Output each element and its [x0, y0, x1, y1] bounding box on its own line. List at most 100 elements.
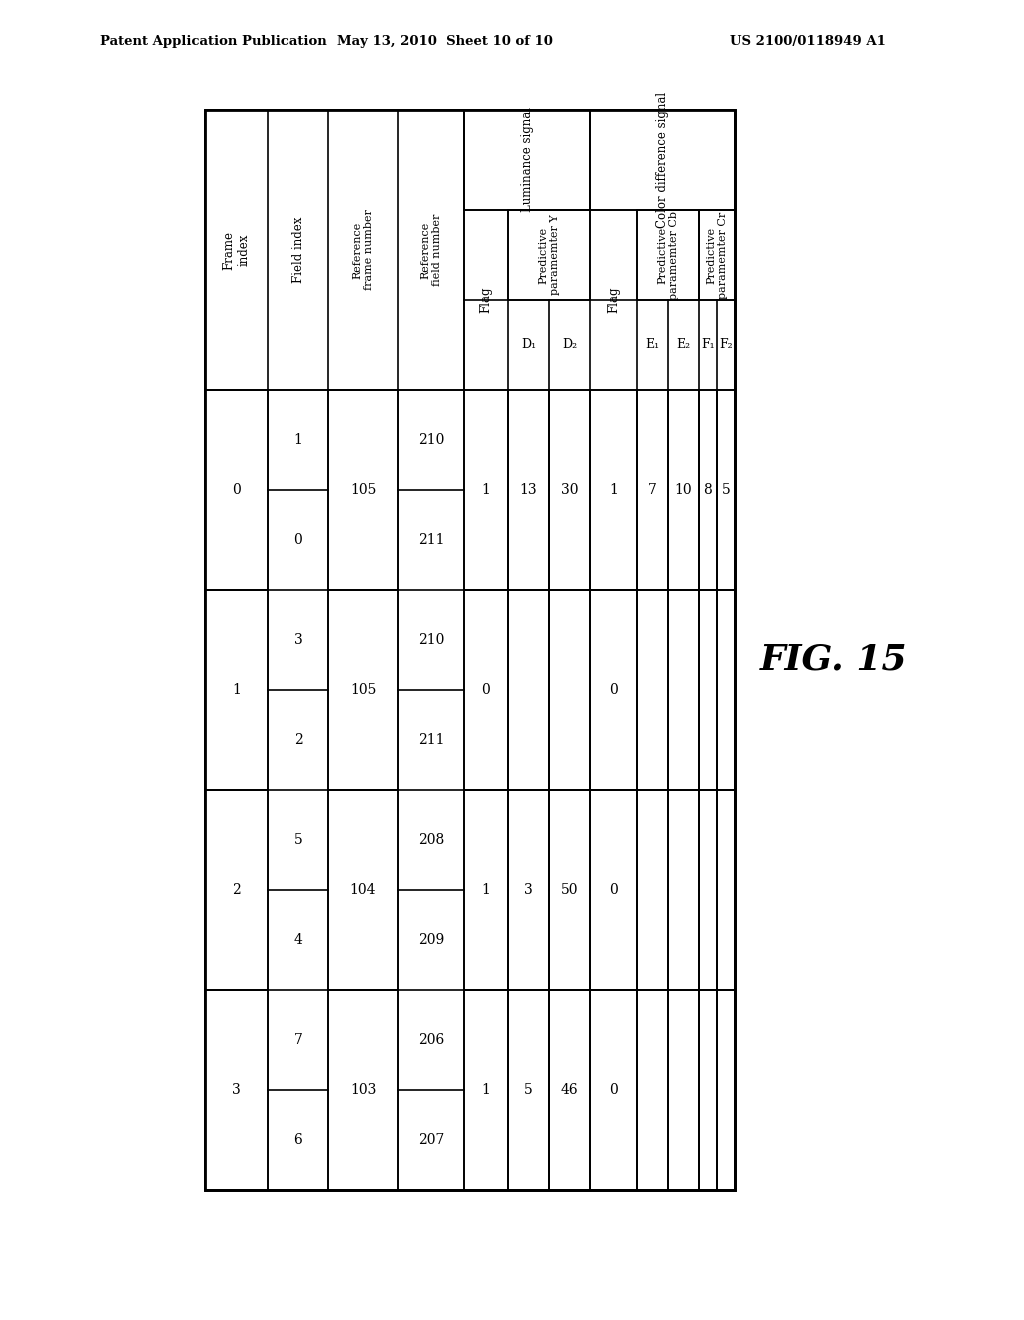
Text: 7: 7	[294, 1034, 302, 1047]
Text: 211: 211	[418, 533, 444, 546]
Bar	[699, 791, 717, 990]
Text: 1: 1	[481, 1082, 490, 1097]
Bar	[699, 391, 717, 590]
Text: Field index: Field index	[292, 216, 304, 284]
Text: Predictive
paramemter Cb: Predictive paramemter Cb	[657, 210, 679, 300]
Bar	[329, 391, 397, 590]
Bar	[205, 110, 735, 1191]
Bar	[669, 590, 698, 789]
Bar	[718, 590, 734, 789]
Bar	[591, 791, 636, 990]
Text: E₂: E₂	[677, 338, 690, 351]
Bar	[669, 791, 698, 990]
Bar	[509, 211, 590, 300]
Bar	[550, 590, 590, 789]
Text: 0: 0	[294, 533, 302, 546]
Text: 3: 3	[524, 883, 532, 898]
Bar	[329, 791, 397, 990]
Text: FIG. 15: FIG. 15	[760, 643, 907, 677]
Text: E₁: E₁	[645, 338, 659, 351]
Text: 5: 5	[294, 833, 302, 847]
Text: Reference
frame number: Reference frame number	[352, 210, 374, 290]
Text: 13: 13	[520, 483, 538, 498]
Text: 4: 4	[294, 933, 302, 946]
Bar	[206, 590, 267, 789]
Text: 1: 1	[294, 433, 302, 447]
Text: 0: 0	[481, 682, 490, 697]
Text: 50: 50	[561, 883, 579, 898]
Text: 5: 5	[722, 483, 730, 498]
Text: 2: 2	[294, 733, 302, 747]
Bar	[465, 111, 590, 210]
Text: 103: 103	[350, 1082, 376, 1097]
Bar	[591, 111, 734, 210]
Bar	[591, 391, 636, 590]
Text: Luminance signal: Luminance signal	[520, 107, 534, 213]
Text: 1: 1	[232, 682, 241, 697]
Bar	[718, 791, 734, 990]
Text: 8: 8	[703, 483, 713, 498]
Bar	[206, 391, 267, 590]
Text: 30: 30	[561, 483, 579, 498]
Text: 3: 3	[232, 1082, 241, 1097]
Bar	[509, 990, 549, 1189]
Text: Patent Application Publication: Patent Application Publication	[100, 36, 327, 49]
Text: 105: 105	[350, 483, 376, 498]
Bar	[509, 791, 549, 990]
Text: 0: 0	[232, 483, 241, 498]
Bar	[699, 990, 717, 1189]
Bar	[591, 590, 636, 789]
Text: Color difference signal: Color difference signal	[656, 92, 669, 228]
Text: 10: 10	[675, 483, 692, 498]
Bar	[550, 791, 590, 990]
Bar	[465, 990, 508, 1189]
Bar	[718, 391, 734, 590]
Bar	[550, 990, 590, 1189]
Text: 5: 5	[524, 1082, 532, 1097]
Text: 0: 0	[609, 682, 617, 697]
Text: D₁: D₁	[521, 338, 536, 351]
Text: F₁: F₁	[701, 338, 715, 351]
Bar	[638, 990, 668, 1189]
Bar	[718, 990, 734, 1189]
Text: Reference
field number: Reference field number	[420, 214, 441, 286]
Bar	[465, 791, 508, 990]
Bar	[509, 590, 549, 789]
Text: Flag: Flag	[479, 286, 493, 313]
Text: 7: 7	[648, 483, 657, 498]
Text: 0: 0	[609, 1082, 617, 1097]
Text: 1: 1	[609, 483, 617, 498]
Text: 6: 6	[294, 1133, 302, 1147]
Bar	[638, 211, 698, 300]
Bar	[206, 791, 267, 990]
Text: 0: 0	[609, 883, 617, 898]
Text: 105: 105	[350, 682, 376, 697]
Text: 1: 1	[481, 483, 490, 498]
Text: 210: 210	[418, 634, 444, 647]
Text: 1: 1	[481, 883, 490, 898]
Text: D₂: D₂	[562, 338, 578, 351]
Text: 208: 208	[418, 833, 444, 847]
Bar	[206, 990, 267, 1189]
Text: 210: 210	[418, 433, 444, 447]
Text: Predictive
paramemter Y: Predictive paramemter Y	[539, 215, 560, 296]
Bar	[329, 990, 397, 1189]
Text: 211: 211	[418, 733, 444, 747]
Text: 104: 104	[350, 883, 376, 898]
Text: Predictive
paramemter Cr: Predictive paramemter Cr	[707, 211, 728, 298]
Text: Flag: Flag	[607, 286, 620, 313]
Bar	[206, 111, 464, 389]
Bar	[699, 590, 717, 789]
Bar	[669, 391, 698, 590]
Text: 209: 209	[418, 933, 444, 946]
Text: May 13, 2010  Sheet 10 of 10: May 13, 2010 Sheet 10 of 10	[337, 36, 553, 49]
Bar	[638, 590, 668, 789]
Bar	[699, 211, 734, 300]
Text: 2: 2	[232, 883, 241, 898]
Text: 207: 207	[418, 1133, 444, 1147]
Text: F₂: F₂	[719, 338, 733, 351]
Text: 3: 3	[294, 634, 302, 647]
Text: Frame
index: Frame index	[222, 231, 251, 269]
Bar	[329, 590, 397, 789]
Text: 46: 46	[561, 1082, 579, 1097]
